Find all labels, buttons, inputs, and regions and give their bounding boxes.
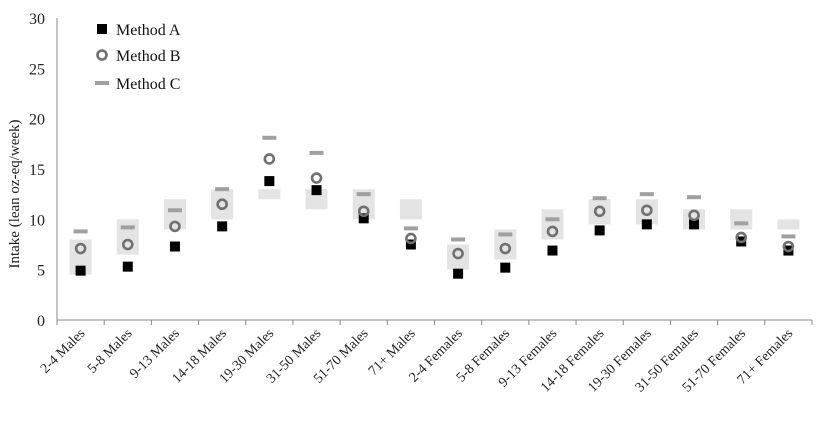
point-method-c xyxy=(403,226,418,231)
point-method-a xyxy=(500,262,511,273)
y-axis-title: Intake (lean oz-eq/week) xyxy=(7,119,23,268)
point-method-b xyxy=(357,205,370,218)
y-tick-label: 25 xyxy=(29,61,45,78)
point-method-a xyxy=(358,213,369,224)
point-method-c xyxy=(356,192,371,197)
range-band xyxy=(399,199,422,220)
point-method-b xyxy=(74,242,87,255)
point-method-c xyxy=(734,221,749,226)
y-tick-label: 0 xyxy=(37,313,45,330)
range-bands xyxy=(69,189,800,275)
point-method-b xyxy=(452,247,464,260)
point-method-b xyxy=(735,231,748,244)
point-method-b xyxy=(169,220,181,233)
point-method-c xyxy=(639,192,654,197)
legend-marker xyxy=(95,81,109,85)
point-method-c xyxy=(687,195,702,200)
range-band xyxy=(258,189,281,200)
point-method-a xyxy=(594,225,605,236)
x-tick-label: 2-4 Males xyxy=(38,326,88,376)
range-band xyxy=(635,199,658,225)
point-method-c xyxy=(498,232,513,237)
point-method-c xyxy=(781,234,796,239)
point-method-b xyxy=(688,209,700,222)
y-tick-label: 5 xyxy=(37,263,45,280)
data-marks xyxy=(73,135,796,279)
point-method-a xyxy=(453,268,464,279)
point-method-b xyxy=(405,232,417,245)
legend-entry-label: Method C xyxy=(116,76,180,93)
point-method-c xyxy=(262,135,277,140)
y-tick-label: 30 xyxy=(29,11,45,28)
point-method-a xyxy=(75,265,86,276)
range-band xyxy=(163,199,186,230)
point-method-b xyxy=(121,238,134,251)
point-method-a xyxy=(217,221,228,232)
point-method-a xyxy=(405,239,416,250)
range-band xyxy=(211,189,234,220)
point-method-c xyxy=(120,225,135,230)
point-method-b xyxy=(641,204,653,217)
point-method-a xyxy=(547,245,558,256)
point-method-c xyxy=(73,229,88,234)
point-method-b xyxy=(310,172,323,184)
range-band xyxy=(730,209,753,230)
point-method-b xyxy=(263,153,276,165)
y-tick-label: 10 xyxy=(29,212,45,229)
legend-marker xyxy=(96,49,108,61)
range-band xyxy=(588,199,611,225)
range-band xyxy=(305,189,328,210)
point-method-a xyxy=(122,261,133,272)
y-tick-label: 15 xyxy=(29,162,45,179)
axes xyxy=(56,18,813,325)
point-method-a xyxy=(689,219,700,230)
point-method-a xyxy=(169,241,180,252)
point-method-a xyxy=(641,219,652,230)
legend-marker xyxy=(97,24,107,34)
point-method-c xyxy=(167,208,182,213)
point-method-c xyxy=(215,187,230,192)
point-method-b xyxy=(782,240,795,253)
legend: Method A Method B Method C xyxy=(95,22,181,93)
range-band xyxy=(777,219,800,230)
point-method-c xyxy=(592,196,607,201)
legend-entry-label: Method B xyxy=(116,48,180,65)
point-method-b xyxy=(216,198,228,211)
y-tick-label: 20 xyxy=(29,112,45,129)
point-method-b xyxy=(593,205,606,218)
point-method-c xyxy=(545,217,560,222)
point-method-b xyxy=(499,242,512,255)
point-method-b xyxy=(546,225,559,238)
point-method-a xyxy=(311,185,322,196)
legend-entry-label: Method A xyxy=(116,22,181,39)
point-method-a xyxy=(264,176,275,187)
point-method-c xyxy=(451,237,466,242)
point-method-c xyxy=(309,150,324,155)
